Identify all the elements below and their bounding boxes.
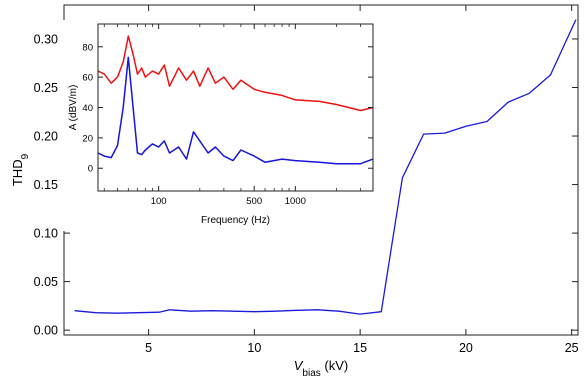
x-axis-label: Vbias (kV)	[294, 358, 348, 376]
inset-x-tick-label: 1000	[285, 196, 306, 207]
inset-axis-ticks: 100 500 1000 0 20 40 60 80	[82, 24, 373, 207]
y-tick-label: 0.20	[34, 130, 58, 144]
inset-series-line-red	[97, 35, 374, 112]
inset-series-line-blue	[97, 56, 374, 165]
main-series-line	[74, 19, 577, 315]
inset-y-tick-label: 80	[82, 42, 93, 53]
y-axis-label-main: THD	[10, 159, 25, 186]
y-tick-label: 0.10	[34, 227, 58, 241]
inset-y-tick-label: 0	[88, 164, 93, 175]
x-tick-label: 15	[353, 341, 367, 355]
inset-series-group	[97, 35, 374, 165]
main-axis-ticks: 5 10 15 20 25 0.00 0.05 0.10 0.15 0.20 0.25 0.30	[34, 5, 579, 355]
main-series-group	[74, 19, 577, 315]
inset-y-tick-label: 40	[82, 103, 93, 114]
y-tick-label: 0.15	[34, 178, 58, 192]
y-tick-label: 0.00	[34, 324, 58, 338]
x-tick-label: 10	[247, 341, 261, 355]
x-tick-label: 5	[145, 341, 152, 355]
x-tick-label: 25	[565, 341, 579, 355]
inset-y-axis-label: A (dBV/m)	[68, 85, 79, 131]
inset-x-tick-label: 500	[246, 196, 262, 207]
inset-x-tick-label: 100	[151, 196, 167, 207]
y-tick-label: 0.05	[34, 275, 58, 289]
x-axis-label-main: V	[294, 358, 304, 373]
y-tick-label: 0.25	[34, 81, 58, 95]
y-tick-label: 0.30	[34, 32, 58, 46]
y-axis-label-sub: 9	[20, 153, 31, 159]
x-axis-label-sub: bias	[302, 368, 320, 376]
inset-x-axis-label: Frequency (Hz)	[201, 215, 270, 226]
y-axis-label: THD9	[10, 153, 31, 186]
x-axis-label-unit: (kV)	[321, 358, 348, 373]
inset-background	[58, 20, 379, 231]
inset-y-tick-label: 60	[82, 73, 93, 84]
inset-y-tick-label: 20	[82, 133, 93, 144]
x-tick-label: 20	[459, 341, 473, 355]
inset-chart: 100 500 1000 0 20 40 60 80 Frequency (Hz) A (dB…	[58, 20, 379, 231]
